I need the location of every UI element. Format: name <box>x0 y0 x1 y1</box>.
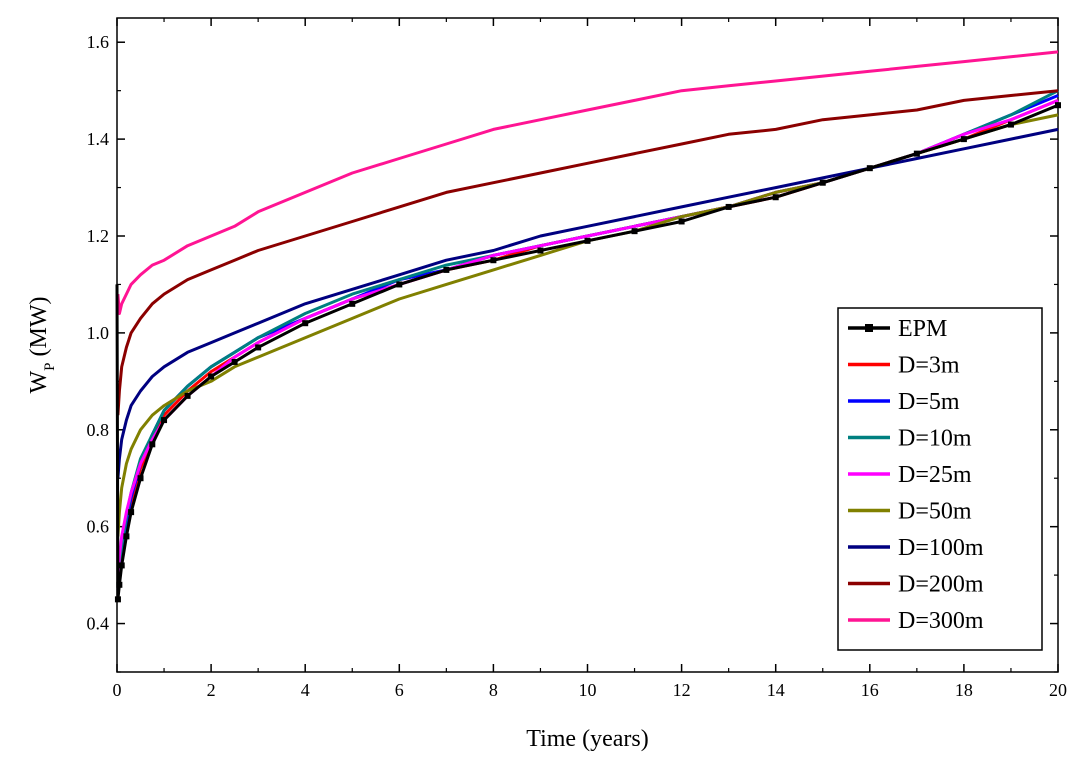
data-point-epm <box>396 281 403 288</box>
data-point-epm <box>819 179 826 186</box>
x-tick-label: 6 <box>395 680 404 700</box>
y-axis-title-main: W <box>26 370 52 393</box>
data-point-epm <box>116 581 123 588</box>
x-tick-label: 8 <box>489 680 498 700</box>
legend-label-d-5m: D=5m <box>898 389 960 415</box>
data-point-epm <box>631 228 638 235</box>
data-point-epm <box>443 266 450 273</box>
x-tick-label: 0 <box>113 680 122 700</box>
data-point-epm <box>537 247 544 254</box>
data-point-epm <box>161 417 168 424</box>
y-axis-title-unit: (MW) <box>26 297 52 363</box>
data-point-epm <box>490 257 497 264</box>
data-point-epm <box>231 358 238 365</box>
y-tick-label: 0.4 <box>87 614 110 634</box>
x-tick-label: 12 <box>673 680 691 700</box>
legend-marker-epm <box>865 324 873 332</box>
data-point-epm <box>584 237 591 244</box>
series-line-d-300m <box>116 50 1059 315</box>
series-line-d-200m <box>116 89 1059 416</box>
legend-label-epm: EPM <box>898 316 947 342</box>
x-tick-label: 20 <box>1049 680 1067 700</box>
y-axis-title: WP (MW) <box>26 297 58 394</box>
data-point-epm <box>128 509 135 516</box>
legend-label-d-300m: D=300m <box>898 608 984 634</box>
data-point-epm <box>302 320 309 327</box>
series-layer <box>114 50 1061 603</box>
legend-label-d-10m: D=10m <box>898 426 972 452</box>
data-point-epm <box>349 300 356 307</box>
data-point-epm <box>725 203 732 210</box>
y-axis-title-subscript: P <box>42 362 58 370</box>
data-point-epm <box>184 392 191 399</box>
legend-label-d-25m: D=25m <box>898 462 972 488</box>
y-tick-label: 1.6 <box>87 32 110 52</box>
data-point-epm <box>118 562 125 569</box>
legend-label-d-100m: D=100m <box>898 535 984 561</box>
series-line-epm <box>115 103 1059 601</box>
data-point-epm <box>866 165 873 172</box>
x-tick-label: 10 <box>579 680 597 700</box>
data-point-epm <box>149 441 156 448</box>
data-point-epm <box>208 373 215 380</box>
data-point-epm <box>1055 102 1061 109</box>
legend-label-d-200m: D=200m <box>898 572 984 598</box>
data-point-epm <box>913 150 920 157</box>
data-point-epm <box>772 194 779 201</box>
y-tick-label: 0.8 <box>87 420 110 440</box>
data-point-epm <box>960 136 967 143</box>
legend-label-d-3m: D=3m <box>898 353 960 379</box>
x-tick-label: 16 <box>861 680 879 700</box>
data-point-epm <box>137 475 144 482</box>
y-tick-label: 1.0 <box>87 323 110 343</box>
legend: EPM D=3m D=5m D=10m D=25m D=50m D=100m D=200m D=… <box>837 307 1043 651</box>
y-tick-label: 0.6 <box>87 517 110 537</box>
data-point-epm <box>123 533 130 540</box>
axes-layer: 0 2 4 6 8 10 12 14 16 18 20 0.4 0.6 0.8 1.0 1.2 1.4 1.6 <box>87 17 1067 700</box>
y-tick-label: 1.2 <box>87 226 110 246</box>
x-tick-label: 2 <box>207 680 216 700</box>
data-point-epm <box>678 218 685 225</box>
series-line-d-100m <box>116 127 1059 479</box>
x-tick-label: 4 <box>301 680 310 700</box>
x-tick-label: 18 <box>955 680 973 700</box>
data-point-epm <box>1007 121 1014 128</box>
x-tick-label: 14 <box>767 680 785 700</box>
data-point-epm <box>255 344 262 351</box>
y-tick-label: 1.4 <box>87 129 110 149</box>
data-point-epm <box>114 596 121 603</box>
legend-label-d-50m: D=50m <box>898 499 972 525</box>
x-axis-title: Time (years) <box>526 726 648 752</box>
